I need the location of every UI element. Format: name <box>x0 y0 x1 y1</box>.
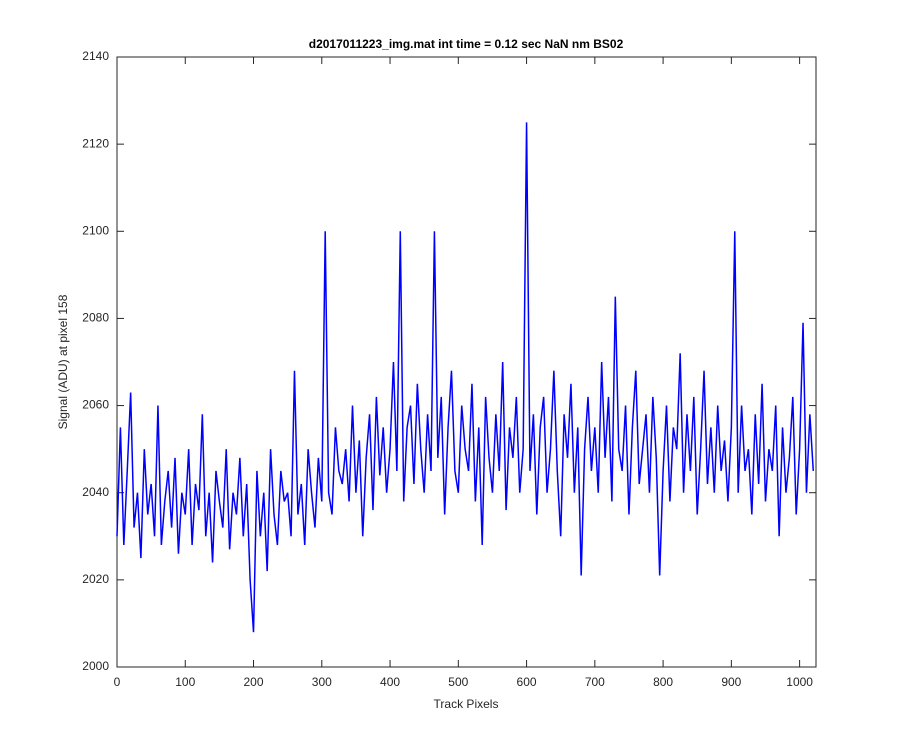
x-tick-label: 800 <box>653 675 673 689</box>
x-tick-label: 400 <box>380 675 400 689</box>
data-line <box>116 122 815 633</box>
x-tick-label: 0 <box>114 675 121 689</box>
y-tick-label: 2080 <box>82 311 109 325</box>
y-tick-label: 2020 <box>82 572 109 586</box>
chart-title: d2017011223_img.mat int time = 0.12 sec … <box>309 37 624 51</box>
y-tick-label: 2060 <box>82 398 109 412</box>
x-axis-label: Track Pixels <box>434 697 499 711</box>
x-tick-label: 500 <box>448 675 468 689</box>
x-tick-label: 300 <box>312 675 332 689</box>
x-tick-label: 200 <box>244 675 264 689</box>
x-tick-label: 100 <box>175 675 195 689</box>
y-tick-label: 2120 <box>82 136 109 150</box>
y-axis-label: Signal (ADU) at pixel 158 <box>56 294 70 429</box>
x-tick-label: 600 <box>517 675 537 689</box>
x-tick-label: 900 <box>721 675 741 689</box>
y-tick-label: 2000 <box>82 659 109 673</box>
plot-area <box>116 56 817 668</box>
y-tick-label: 2140 <box>82 49 109 63</box>
x-tick-label: 1000 <box>786 675 813 689</box>
x-tick-label: 700 <box>585 675 605 689</box>
y-tick-label: 2040 <box>82 485 109 499</box>
y-tick-label: 2100 <box>82 223 109 237</box>
